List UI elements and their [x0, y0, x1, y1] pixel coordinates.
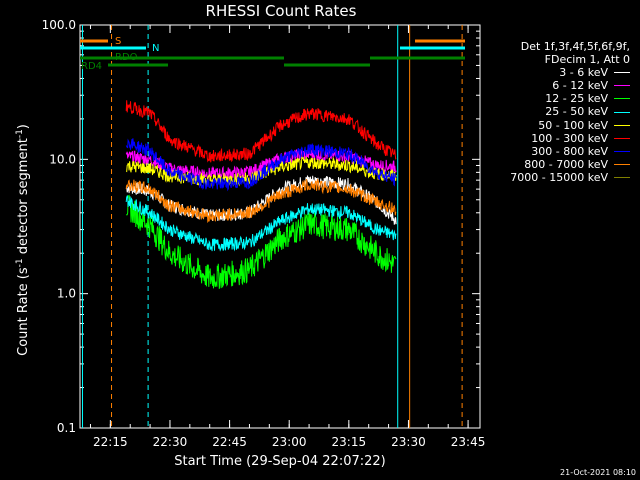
- status-bars: S N RDO RD4: [80, 36, 465, 72]
- legend-swatch: [614, 98, 630, 100]
- series-line: [125, 194, 397, 252]
- legend-entry-label: 100 - 300 keV: [531, 131, 608, 145]
- legend-entry: 3 - 6 keV: [470, 66, 630, 79]
- legend-entry: 300 - 800 keV: [470, 145, 630, 158]
- legend-entry: 100 - 300 keV: [470, 132, 630, 145]
- tick-labels: 0.1 1.0 10.0 100.0 22:15 22:30 22:45 23:00 23:15…: [42, 18, 486, 449]
- legend-entry-label: 300 - 800 keV: [531, 144, 608, 158]
- legend-entry: 25 - 50 keV: [470, 105, 630, 118]
- axes: [79, 24, 481, 429]
- legend-swatch: [614, 111, 630, 113]
- legend-entry: 12 - 25 keV: [470, 92, 630, 105]
- event-markers: [82, 25, 463, 428]
- legend-entry: 7000 - 15000 keV: [470, 171, 630, 184]
- timestamp: 21-Oct-2021 08:10: [560, 468, 636, 477]
- x-tick-label: 22:30: [153, 435, 188, 449]
- chart-title: RHESSI Count Rates: [205, 2, 357, 20]
- legend-swatch: [614, 176, 630, 178]
- y-axis-label: Count Rate (s-1 detector segment-1): [14, 124, 32, 356]
- legend-entry: 800 - 7000 keV: [470, 158, 630, 171]
- status-bar-label: N: [152, 43, 159, 54]
- legend-swatch: [614, 72, 630, 74]
- y-tick-label: 100.0: [42, 18, 76, 32]
- legend-entry: 50 - 100 keV: [470, 119, 630, 132]
- status-bar-label: S: [115, 36, 121, 47]
- x-tick-label: 23:30: [391, 435, 426, 449]
- legend-entry-label: 3 - 6 keV: [559, 66, 608, 80]
- legend-entry-label: 6 - 12 keV: [552, 79, 608, 93]
- y-tick-label: 10.0: [49, 152, 76, 166]
- legend-header-line: FDecim 1, Att 0: [544, 53, 630, 67]
- plot-frame: [79, 24, 481, 429]
- series-line: [125, 100, 397, 163]
- legend-swatch: [614, 163, 630, 165]
- legend-entry-label: 800 - 7000 keV: [524, 157, 608, 171]
- legend-entry-label: 50 - 100 keV: [538, 118, 608, 132]
- y-tick-label: 0.1: [57, 421, 76, 435]
- legend: Det 1f,3f,4f,5f,6f,9f, FDecim 1, Att 0 3…: [470, 40, 630, 184]
- legend-entry-label: 12 - 25 keV: [545, 92, 608, 106]
- series-line: [125, 178, 397, 224]
- series-lines: [125, 100, 397, 289]
- series-line: [125, 194, 397, 289]
- legend-entry-label: 25 - 50 keV: [545, 105, 608, 119]
- series-line: [125, 138, 397, 192]
- legend-swatch: [614, 124, 630, 126]
- legend-swatch: [614, 137, 630, 139]
- legend-header-line: Det 1f,3f,4f,5f,6f,9f,: [520, 40, 630, 53]
- legend-entry: 6 - 12 keV: [470, 79, 630, 92]
- status-bar-label: RD4: [81, 61, 102, 72]
- x-tick-label: 23:45: [451, 435, 486, 449]
- y-tick-label: 1.0: [57, 287, 76, 301]
- legend-swatch: [614, 150, 630, 152]
- x-tick-label: 23:15: [332, 435, 367, 449]
- legend-swatch: [614, 85, 630, 87]
- x-tick-label: 22:45: [212, 435, 247, 449]
- x-tick-label: 22:15: [93, 435, 128, 449]
- status-bar-label: RDO: [115, 52, 138, 63]
- x-tick-label: 23:00: [272, 435, 307, 449]
- legend-entry-label: 7000 - 15000 keV: [510, 170, 608, 184]
- x-axis-label: Start Time (29-Sep-04 22:07:22): [174, 454, 386, 469]
